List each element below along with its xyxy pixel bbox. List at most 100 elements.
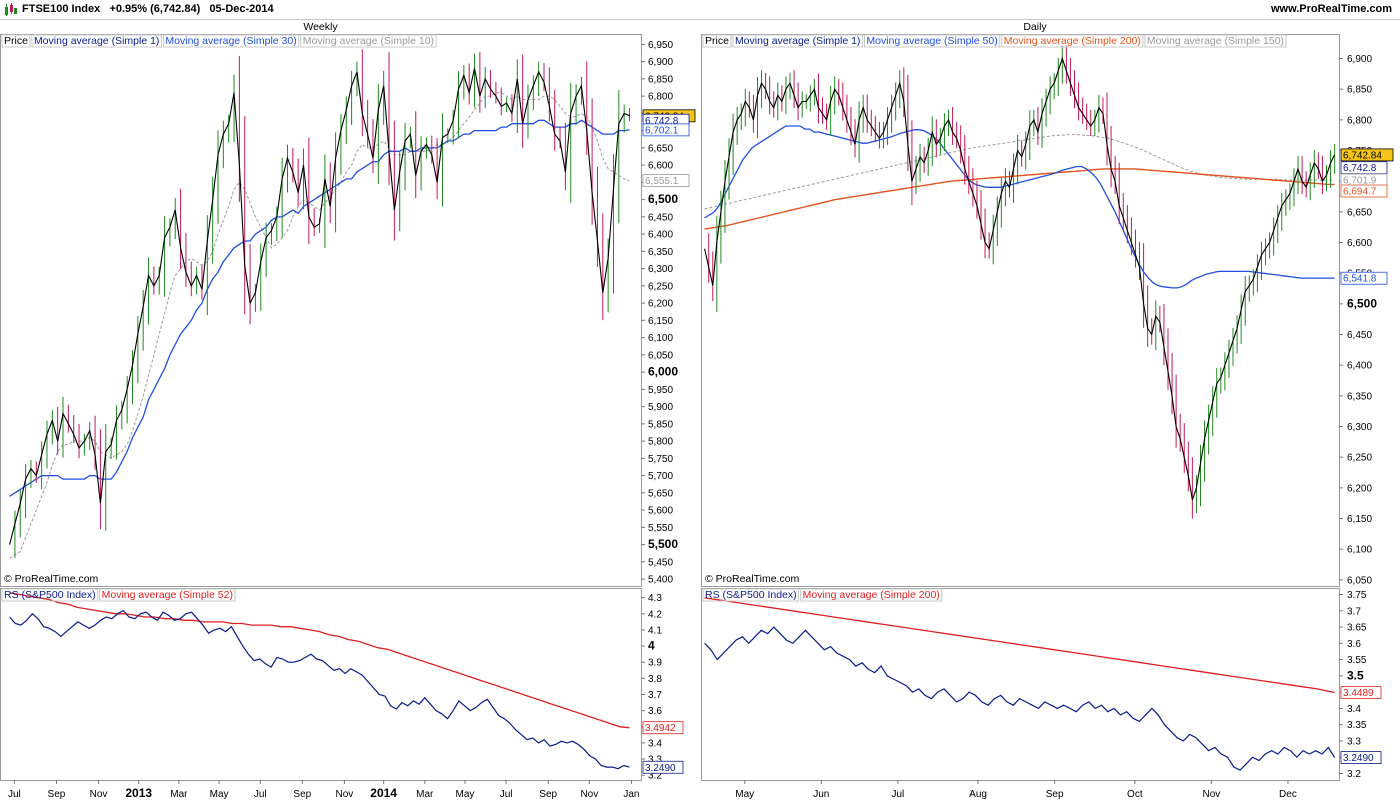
legend-box (99, 588, 236, 602)
weekly-price-y-axis-tick-label: 5,600 (648, 506, 673, 517)
watermark: © ProRealTime.com (4, 573, 99, 585)
weekly-price-value-label: 6,555.1 (642, 174, 690, 187)
legend-entry: Moving average (Simple 200) (803, 589, 940, 601)
legend-entry: Moving average (Simple 10) (303, 35, 434, 47)
value-label-text: 6,555.1 (645, 176, 679, 187)
daily-rs-legend: RS (S&P500 Index) Moving average (Simple … (702, 588, 943, 602)
legend-entry: Price (705, 35, 729, 47)
daily-rs-y-axis-tick-label: 3.55 (1347, 655, 1367, 666)
legend-entry: Moving average (Simple 1) (34, 35, 159, 47)
weekly-rs-y-axis-tick-label: 3.2 (648, 771, 662, 782)
legend-box (300, 34, 437, 48)
price-line (704, 56, 1336, 501)
value-label-text: 6,694.7 (1343, 187, 1377, 198)
value-label-text: 3.4489 (1343, 688, 1374, 699)
weekly-x-axis-tick-label: Mar (416, 789, 434, 800)
weekly-x-axis-tick-label: 2013 (125, 786, 152, 800)
daily-rs-y-axis-tick-label: 3.6 (1347, 639, 1361, 650)
daily-rs-ma-line (704, 597, 1335, 694)
daily-rs-panel (701, 588, 1340, 781)
legend-box (702, 34, 732, 48)
weekly-price-y-axis-tick-label: 6,500 (648, 192, 678, 206)
weekly-price-y-axis-tick-label: 6,250 (648, 281, 673, 292)
daily-x-axis-tick-label: Sep (1046, 789, 1064, 800)
value-label-box (1340, 686, 1382, 699)
daily-rs-rs-line (704, 626, 1336, 771)
value-label-text: 6,702.1 (645, 125, 679, 136)
weekly-price-y-axis-tick-label: 6,850 (648, 74, 673, 85)
ma50-line (704, 125, 1335, 289)
weekly-x-axis-tick-label: 2014 (370, 786, 397, 800)
daily-rs-y-axis-tick-label: 3.5 (1347, 668, 1364, 682)
daily-price-y-axis-tick-label: 6,200 (1347, 483, 1372, 494)
legend-entry: RS (S&P500 Index) (705, 589, 797, 601)
weekly-x-axis-tick-label: Nov (90, 789, 108, 800)
price-line (9, 68, 630, 545)
daily-price-y-axis-tick-label: 6,600 (1347, 238, 1372, 249)
weekly-price-y-axis-tick-label: 5,700 (648, 471, 673, 482)
weekly-rs-legend: RS (S&P500 Index) Moving average (Simple … (1, 588, 236, 602)
weekly-price-y-axis-tick-label: 5,500 (648, 537, 678, 551)
weekly-rs-y-axis-tick-label: 3.3 (648, 755, 662, 766)
weekly-price-value-label: 6,702.1 (642, 123, 690, 136)
legend-entry: Price (4, 35, 28, 47)
daily-price-y-axis-tick-label: 6,500 (1347, 296, 1377, 310)
daily-price-value-label: 6,701.9 (1340, 173, 1388, 187)
weekly-x-axis-tick-label: Sep (293, 789, 311, 800)
weekly-rs-y-axis-tick-label: 3.7 (648, 690, 662, 701)
ma200-line (704, 168, 1335, 230)
value-label-box (642, 721, 684, 735)
weekly-rs-value-label: 3.2490 (642, 760, 684, 774)
value-label-text: 3.2490 (1343, 753, 1374, 764)
weekly-x-axis-tick-label: Jan (623, 789, 639, 800)
weekly-x-axis-tick-label: Mar (170, 789, 188, 800)
weekly-x-axis-tick-label: Jul (500, 789, 513, 800)
daily-x-axis-tick-label: Dec (1279, 789, 1297, 800)
watermark: © ProRealTime.com (705, 573, 800, 585)
daily-price-y-axis-tick-label: 6,450 (1347, 330, 1372, 341)
daily-price-value-label: 6,541.8 (1340, 271, 1388, 285)
weekly-price-y-axis-tick-label: 6,950 (648, 40, 673, 51)
value-label-box (1340, 271, 1388, 285)
weekly-rs-y-axis-tick-label: 4 (648, 639, 655, 653)
value-label-box (642, 174, 690, 187)
legend-entry: Moving average (Simple 150) (1147, 35, 1284, 47)
daily-price-y-axis-tick-label: 6,850 (1347, 85, 1372, 96)
daily-x-axis-tick-label: May (735, 789, 754, 800)
daily-price-value-label: 6,694.7 (1340, 184, 1388, 198)
legend-box (702, 588, 800, 602)
value-label-text: 3.4942 (645, 723, 676, 734)
daily-rs-y-axis-tick-label: 3.3 (1347, 736, 1361, 747)
daily-price-y-axis-tick-label: 6,800 (1347, 115, 1372, 126)
daily-x-axis-tick-label: Jul (891, 789, 904, 800)
weekly-x-axis-tick-label: May (456, 789, 475, 800)
legend-box (1, 588, 99, 602)
legend-entry: Moving average (Simple 1) (735, 35, 860, 47)
weekly-price-y-axis-tick-label: 5,650 (648, 488, 673, 499)
daily-x-axis-tick-label: Aug (969, 789, 987, 800)
daily-rs-y-axis-tick-label: 3.7 (1347, 606, 1361, 617)
weekly-price-y-axis-tick-label: 6,800 (648, 92, 673, 103)
weekly-panel-title: Weekly (303, 21, 338, 33)
daily-price-y-axis-tick-label: 6,400 (1347, 361, 1372, 372)
weekly-x-axis-tick-label: May (210, 789, 229, 800)
daily-price-value-label: 6,742.8 (1340, 161, 1388, 174)
legend-entry: RS (S&P500 Index) (4, 589, 96, 601)
weekly-rs-y-axis-tick-label: 4.1 (648, 625, 662, 636)
daily-price-value-label: 6,742.84 (1340, 148, 1394, 161)
site-link[interactable]: www.ProRealTime.com (1270, 3, 1392, 15)
value-label-text: 6,701.9 (1343, 176, 1377, 187)
weekly-rs-y-axis-tick-label: 3.9 (648, 658, 662, 669)
value-label-box (1340, 184, 1388, 198)
daily-rs-y-axis-tick-label: 3.2 (1347, 769, 1361, 780)
ma30-line (9, 119, 630, 497)
weekly-price-y-axis-tick-label: 5,750 (648, 454, 673, 465)
daily-price-y-axis-tick-label: 6,050 (1347, 575, 1372, 586)
weekly-rs-y-axis-tick-label: 4.2 (648, 609, 662, 620)
daily-x-axis-tick-label: Oct (1127, 789, 1143, 800)
weekly-x-axis-tick-label: Sep (48, 789, 66, 800)
daily-price-y-axis-tick-label: 6,150 (1347, 514, 1372, 525)
daily-price-panel (701, 34, 1340, 587)
legend-box (162, 34, 300, 48)
daily-rs-value-label: 3.2490 (1340, 751, 1382, 764)
